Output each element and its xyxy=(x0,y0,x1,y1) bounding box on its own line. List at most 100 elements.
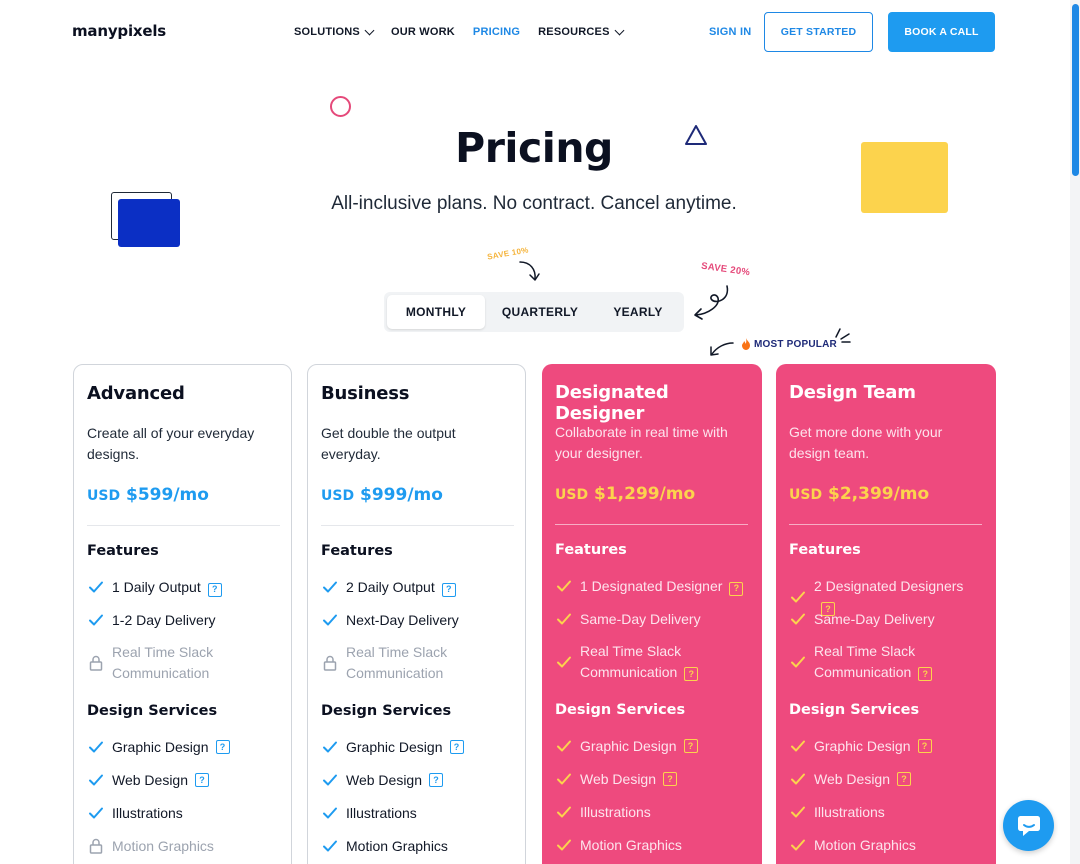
card-divider xyxy=(87,525,280,526)
plan-name: Designated Designer xyxy=(555,382,669,424)
service-item: Web Design? xyxy=(321,770,516,791)
help-icon[interactable]: ? xyxy=(897,772,912,787)
feature-text: 2 Designated Designers xyxy=(814,578,964,594)
page-scrollbar[interactable] xyxy=(1070,0,1080,864)
card-divider xyxy=(789,524,982,525)
feature-item: 1 Daily Output? xyxy=(87,577,282,598)
help-icon[interactable]: ? xyxy=(684,667,699,681)
service-text: Motion Graphics xyxy=(814,837,916,853)
feature-item: 1 Designated Designer? xyxy=(555,576,750,597)
most-popular-badge: MOST POPULAR xyxy=(741,338,837,350)
feature-item: Real Time Slack Communication xyxy=(321,642,516,683)
check-icon xyxy=(557,839,571,851)
lock-icon xyxy=(89,838,103,854)
help-icon[interactable]: ? xyxy=(917,739,932,754)
help-icon[interactable]: ? xyxy=(821,602,835,616)
nav-pricing[interactable]: PRICING xyxy=(473,26,520,38)
plan-currency: USD xyxy=(87,488,121,504)
feature-text: 1-2 Day Delivery xyxy=(112,612,216,628)
check-icon-wrap xyxy=(87,804,105,822)
plan-price: USD $1,299/mo xyxy=(555,484,695,504)
check-icon-wrap xyxy=(321,771,339,789)
book-call-button[interactable]: BOOK A CALL xyxy=(888,12,995,52)
check-icon-wrap xyxy=(555,577,573,595)
site-header: manypixels SOLUTIONS OUR WORK PRICING RE… xyxy=(0,0,1080,64)
sparkle-lines-icon xyxy=(835,328,851,343)
save-20-label: SAVE 20% xyxy=(700,260,751,279)
chat-launcher-button[interactable] xyxy=(1003,800,1054,851)
help-icon[interactable]: ? xyxy=(215,740,230,755)
check-icon xyxy=(557,656,571,667)
check-icon-wrap xyxy=(555,653,573,671)
help-icon[interactable]: ? xyxy=(429,773,444,788)
feature-item: Next-Day Delivery xyxy=(321,610,516,631)
plan-name: Design Team xyxy=(789,382,916,403)
features-heading: Features xyxy=(789,542,861,558)
feature-text-wrap: Real Time Slack Communication? xyxy=(580,641,730,682)
service-text: Web Design xyxy=(580,771,657,787)
help-icon[interactable]: ? xyxy=(729,581,744,596)
help-icon[interactable]: ? xyxy=(449,740,464,755)
check-icon-wrap xyxy=(321,804,339,822)
scrollbar-thumb[interactable] xyxy=(1072,4,1079,176)
decor-blue-rect xyxy=(118,199,180,247)
feature-item: Same-Day Delivery xyxy=(789,609,984,630)
check-icon xyxy=(791,839,805,851)
feature-text: 1 Daily Output xyxy=(112,579,201,595)
chevron-down-icon xyxy=(364,25,375,35)
page-subtitle: All-inclusive plans. No contract. Cancel… xyxy=(331,193,737,214)
service-item: Illustrations xyxy=(789,802,984,823)
check-icon xyxy=(791,656,805,667)
feature-text: Same-Day Delivery xyxy=(814,611,935,627)
help-icon[interactable]: ? xyxy=(195,773,210,788)
check-icon-wrap xyxy=(87,578,105,596)
card-divider xyxy=(321,525,514,526)
billing-yearly[interactable]: YEARLY xyxy=(613,305,663,319)
help-icon[interactable]: ? xyxy=(663,772,678,787)
check-icon-wrap xyxy=(87,611,105,629)
card-divider xyxy=(555,524,748,525)
plan-card: Business Get double the output everyday. U… xyxy=(307,364,526,864)
lock-icon-wrap xyxy=(87,837,105,855)
check-icon xyxy=(557,740,571,752)
feature-text-wrap: 2 Daily Output? xyxy=(346,577,456,598)
check-icon xyxy=(89,774,103,786)
feature-item: Same-Day Delivery xyxy=(555,609,750,630)
service-item: Illustrations xyxy=(321,803,516,824)
lock-icon-wrap xyxy=(321,654,339,672)
help-icon[interactable]: ? xyxy=(683,739,698,754)
design-services-heading: Design Services xyxy=(321,703,452,719)
features-heading: Features xyxy=(321,543,393,559)
check-icon xyxy=(791,591,805,602)
logo[interactable]: manypixels xyxy=(72,22,167,40)
service-text: Graphic Design xyxy=(112,739,209,755)
service-item: Web Design? xyxy=(87,770,282,791)
service-item: Graphic Design? xyxy=(87,737,282,758)
billing-monthly[interactable]: MONTHLY xyxy=(387,295,485,329)
nav-resources[interactable]: RESOURCES xyxy=(538,25,625,38)
plan-amount: $2,399/mo xyxy=(828,484,930,504)
service-text: Illustrations xyxy=(112,805,183,821)
help-icon[interactable]: ? xyxy=(918,667,933,681)
small-arrow-icon xyxy=(710,342,734,356)
nav-our-work[interactable]: OUR WORK xyxy=(391,26,455,38)
plan-price: USD $999/mo xyxy=(321,485,443,505)
check-icon xyxy=(323,807,337,819)
check-icon xyxy=(791,740,805,752)
get-started-button[interactable]: GET STARTED xyxy=(764,12,873,52)
feature-item: Real Time Slack Communication? xyxy=(555,641,750,682)
service-item: Illustrations xyxy=(555,802,750,823)
plan-price: USD $599/mo xyxy=(87,485,209,505)
help-icon[interactable]: ? xyxy=(207,582,222,597)
sign-in-link[interactable]: SIGN IN xyxy=(709,26,752,38)
help-icon[interactable]: ? xyxy=(441,582,456,597)
service-text: Graphic Design xyxy=(346,739,443,755)
check-icon-wrap xyxy=(789,588,807,606)
feature-item: 2 Daily Output? xyxy=(321,577,516,598)
plan-description: Collaborate in real time with your desig… xyxy=(555,424,728,461)
nav-solutions[interactable]: SOLUTIONS xyxy=(294,25,375,38)
billing-quarterly[interactable]: QUARTERLY xyxy=(501,305,579,319)
design-services-heading: Design Services xyxy=(87,703,218,719)
feature-item: Real Time Slack Communication xyxy=(87,642,282,683)
plan-description: Get double the output everyday. xyxy=(321,425,456,462)
